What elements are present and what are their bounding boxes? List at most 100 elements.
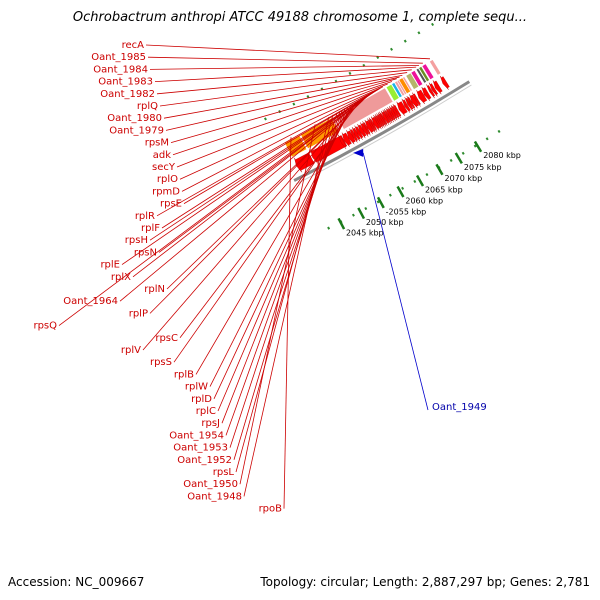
gene-arrow[interactable] <box>368 117 378 132</box>
gene-label[interactable]: Oant_1980 <box>107 113 162 124</box>
gene-label[interactable]: Oant_1953 <box>173 443 228 454</box>
label-leader <box>283 137 292 509</box>
gene-arrow[interactable] <box>432 80 443 95</box>
gene-arrow[interactable] <box>338 134 347 149</box>
scale-tick <box>357 207 366 220</box>
gene-label[interactable]: rpsM <box>145 138 169 149</box>
gene-label[interactable]: rplC <box>196 406 216 417</box>
cog-block <box>385 83 400 102</box>
gene-label[interactable]: rplV <box>121 345 141 356</box>
gene-label[interactable]: rpsJ <box>201 418 220 429</box>
gene-label[interactable]: rpsL <box>213 467 235 478</box>
gene-arrow[interactable] <box>440 75 450 90</box>
marker-arrow-icon[interactable] <box>353 148 364 157</box>
gene-label[interactable]: rplQ <box>137 101 158 112</box>
gene-label[interactable]: rpsN <box>134 247 157 258</box>
gene-arrow[interactable] <box>392 103 402 119</box>
map-title: Ochrobactrum anthropi ATCC 49188 chromos… <box>72 10 528 25</box>
scale-tick-label: 2080 kbp <box>483 151 521 160</box>
gene-arrow[interactable] <box>362 121 371 136</box>
label-leader <box>181 87 382 192</box>
gene-label[interactable]: Oant_1954 <box>169 430 224 441</box>
gene-arrow[interactable] <box>382 109 391 124</box>
gene-label[interactable]: rpsQ <box>33 321 57 332</box>
gene-arrow[interactable] <box>412 92 421 107</box>
gene-label[interactable]: rplW <box>185 382 208 393</box>
gene-arrow[interactable] <box>354 125 364 140</box>
gene-label[interactable]: rpsS <box>150 357 172 368</box>
gene-label[interactable]: Oant_1982 <box>100 89 155 100</box>
gene-arrow[interactable] <box>428 82 439 97</box>
gene-label[interactable]: rplX <box>111 272 131 283</box>
gene-label[interactable]: secY <box>152 162 176 173</box>
gene-label[interactable]: Oant_1984 <box>93 64 148 75</box>
gene-arrow[interactable] <box>379 111 388 126</box>
gene-label[interactable]: Oant_1985 <box>91 52 146 63</box>
gene-arrow[interactable] <box>416 89 428 105</box>
gene-arrow[interactable] <box>396 101 408 116</box>
gene-label[interactable]: rplN <box>144 284 165 295</box>
gene-arrow[interactable] <box>421 86 432 101</box>
cog-block <box>428 59 442 76</box>
scale-tick-label: 2075 kbp <box>464 163 502 172</box>
gene-arrow[interactable] <box>383 109 393 124</box>
gene-label[interactable]: Oant_1979 <box>109 125 164 136</box>
gene-label[interactable]: Oant_1950 <box>183 479 238 490</box>
gene-arrow[interactable] <box>406 95 416 110</box>
gene-arrow[interactable] <box>426 84 436 99</box>
scale-ticks: 2080 kbp 2075 kbp 2070 kbp 2065 kbp 2060 kbp… <box>337 140 521 238</box>
gene-arrow[interactable] <box>389 106 398 121</box>
gene-arrow[interactable] <box>377 112 387 127</box>
scale-tick-label: 2065 kbp <box>425 185 463 194</box>
gene-arrow[interactable] <box>380 110 390 125</box>
gene-label[interactable]: recA <box>122 40 145 51</box>
gene-arrow[interactable] <box>349 128 358 143</box>
gene-arrow[interactable] <box>346 130 356 145</box>
gene-label[interactable]: rpsC <box>155 333 178 344</box>
label-leader <box>161 90 377 229</box>
gene-arrow[interactable] <box>371 116 381 131</box>
gene-arrow[interactable] <box>373 115 382 130</box>
gene-arrow[interactable] <box>404 97 414 112</box>
gene-label[interactable]: rpmD <box>152 186 180 197</box>
gene-arrow[interactable] <box>374 114 384 129</box>
gene-arrow[interactable] <box>351 127 361 142</box>
gene-label[interactable]: rplB <box>174 369 194 380</box>
gene-arrow[interactable] <box>390 105 400 120</box>
gene-label[interactable]: rplD <box>191 394 212 405</box>
gene-arrow[interactable] <box>367 118 376 133</box>
accession-text: Accession: NC_009667 <box>8 575 145 589</box>
marker-leader <box>362 152 429 411</box>
label-leader <box>239 124 316 485</box>
cog-block <box>410 69 424 87</box>
gene-label[interactable]: rpsE <box>160 199 182 210</box>
label-leader <box>170 78 397 143</box>
label-leader <box>235 114 334 473</box>
marker-label[interactable]: Oant_1949 <box>432 402 487 413</box>
gene-label[interactable]: rplF <box>141 223 160 234</box>
label-leader <box>154 66 417 82</box>
gene-label[interactable]: Oant_1983 <box>98 77 153 88</box>
gene-label[interactable]: Oant_1952 <box>177 455 232 466</box>
gene-arrow[interactable] <box>376 113 385 128</box>
gene-label[interactable]: rpsH <box>125 235 148 246</box>
gene-arrow[interactable] <box>360 122 369 137</box>
gene-label[interactable]: rplO <box>157 174 178 185</box>
gene-arrow[interactable] <box>387 107 396 122</box>
gc-dot-ring <box>262 22 435 122</box>
gene-arrow[interactable] <box>341 132 352 147</box>
gene-arrow[interactable] <box>357 124 367 139</box>
gene-label[interactable]: rplE <box>100 260 120 271</box>
gene-label[interactable]: Oant_1948 <box>187 491 242 502</box>
gene-label[interactable]: rplR <box>135 211 155 222</box>
gene-label[interactable]: rpoB <box>259 504 283 515</box>
gene-arrow[interactable] <box>401 98 411 113</box>
gene-arrow[interactable] <box>409 94 419 109</box>
gene-label[interactable]: adk <box>153 150 171 161</box>
gene-arrow[interactable] <box>364 119 374 135</box>
label-leader <box>183 88 380 204</box>
gene-arrow[interactable] <box>385 108 395 123</box>
gene-label[interactable]: rplP <box>129 308 148 319</box>
scale-tick-label: 2050 kbp <box>366 218 404 227</box>
